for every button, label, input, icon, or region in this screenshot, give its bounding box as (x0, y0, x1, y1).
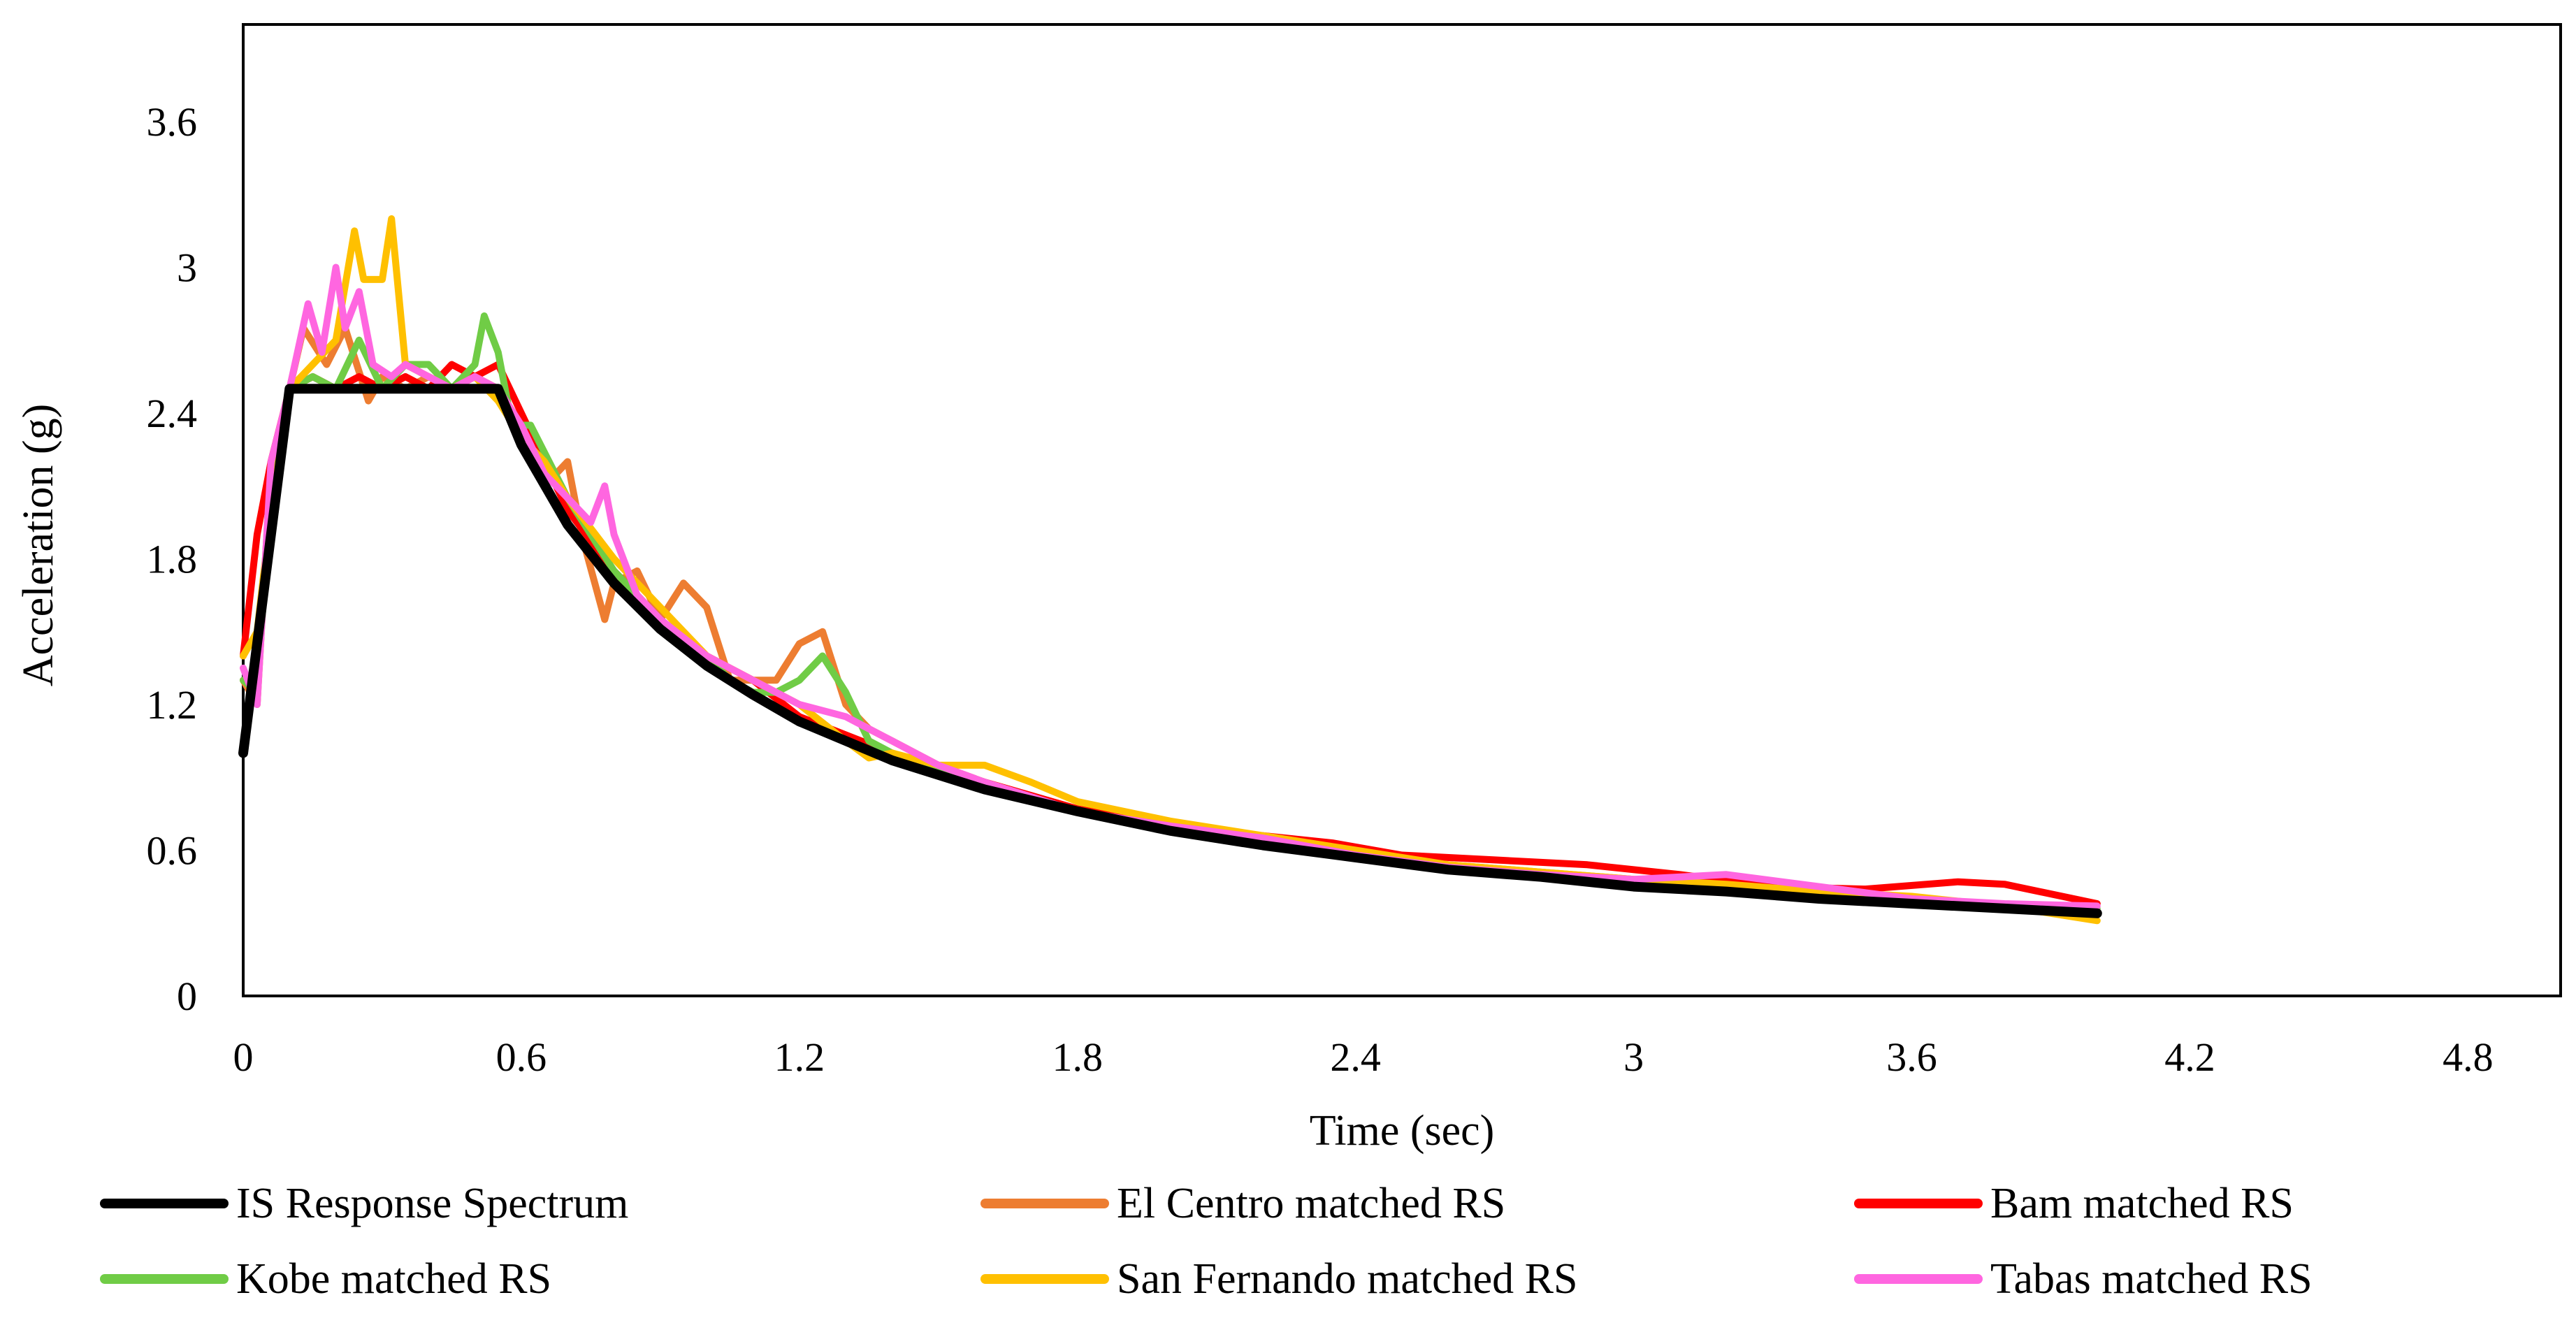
series-layer (238, 215, 2102, 925)
legend-item-el-centro-matched-rs: El Centro matched RS (981, 1180, 1505, 1227)
y-tick-label: 1.8 (147, 537, 198, 582)
legend-item-is-response-spectrum: IS Response Spectrum (100, 1180, 628, 1227)
legend-item-tabas-matched-rs: Tabas matched RS (1854, 1255, 2313, 1303)
legend-label: El Centro matched RS (1117, 1180, 1505, 1227)
legend-label: Kobe matched RS (236, 1255, 551, 1303)
legend-label: Bam matched RS (1990, 1180, 2294, 1227)
x-tick-label: 3.6 (1886, 1034, 1937, 1080)
x-tick-label: 1.2 (774, 1034, 825, 1080)
x-axis-title: Time (sec) (1310, 1107, 1495, 1155)
x-tick-label: 3 (1623, 1034, 1644, 1080)
x-tick-label: 2.4 (1330, 1034, 1381, 1080)
y-axis-title: Acceleration (g) (15, 404, 62, 686)
x-tick-label: 4.8 (2443, 1034, 2494, 1080)
x-tick-label: 0.6 (496, 1034, 547, 1080)
y-tick-label: 2.4 (147, 391, 198, 436)
legend: IS Response Spectrum El Centro matched RS… (100, 1180, 2313, 1303)
plot-area-frame (242, 23, 2562, 997)
legend-item-kobe-matched-rs: Kobe matched RS (100, 1255, 551, 1303)
y-tick-label: 3 (177, 245, 197, 291)
y-tick-label: 0 (177, 974, 197, 1019)
legend-label: IS Response Spectrum (236, 1180, 628, 1227)
x-axis-ticks: 0 0.6 1.2 1.8 2.4 3 3.6 4.2 4.8 (233, 1034, 2494, 1080)
legend-item-bam-matched-rs: Bam matched RS (1854, 1180, 2294, 1227)
legend-label: San Fernando matched RS (1117, 1255, 1578, 1303)
y-tick-label: 0.6 (147, 828, 198, 874)
legend-item-san-fernando-matched-rs: San Fernando matched RS (981, 1255, 1578, 1303)
x-tick-label: 0 (233, 1034, 254, 1080)
y-axis-ticks: 0 0.6 1.2 1.8 2.4 3 3.6 (147, 99, 198, 1019)
y-tick-label: 3.6 (147, 99, 198, 145)
x-tick-label: 1.8 (1052, 1034, 1104, 1080)
series-line-is-response-spectrum (238, 384, 2102, 918)
y-tick-label: 1.2 (147, 682, 198, 728)
x-tick-label: 4.2 (2164, 1034, 2215, 1080)
legend-label: Tabas matched RS (1990, 1255, 2313, 1303)
